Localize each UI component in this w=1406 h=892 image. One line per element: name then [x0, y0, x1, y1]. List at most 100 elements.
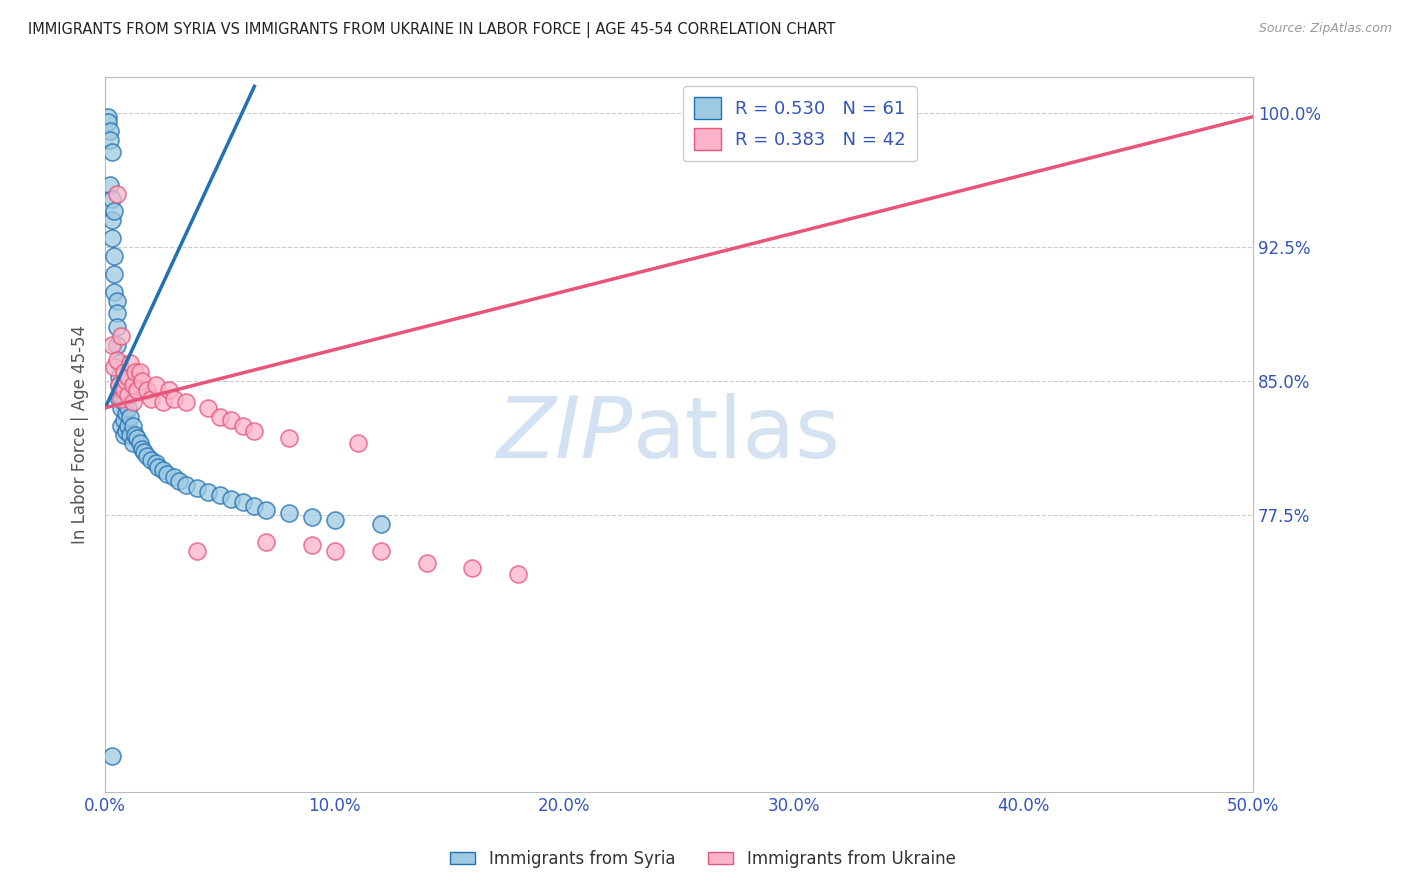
Point [110, 392, 132, 406]
Point [415, 556, 437, 570]
Point [117, 418, 139, 433]
Point [370, 543, 392, 558]
Point [120, 427, 142, 442]
Text: atlas: atlas [633, 393, 841, 476]
Point [121, 377, 143, 392]
Point [254, 534, 277, 549]
Point [197, 401, 219, 415]
Point [110, 401, 132, 415]
Point [115, 374, 138, 388]
Point [186, 543, 208, 558]
Point [98, 133, 121, 147]
Point [115, 406, 138, 420]
Point [243, 499, 266, 513]
Point [112, 383, 135, 397]
Point [208, 409, 231, 424]
Point [117, 370, 139, 384]
Point [145, 456, 167, 470]
Point [128, 436, 150, 450]
Point [108, 377, 131, 392]
Point [103, 267, 125, 281]
Point [301, 538, 323, 552]
Point [159, 383, 181, 397]
Point [152, 395, 174, 409]
Point [117, 388, 139, 402]
Point [105, 306, 128, 320]
Point [101, 231, 124, 245]
Point [101, 192, 124, 206]
Legend: R = 0.530   N = 61, R = 0.383   N = 42: R = 0.530 N = 61, R = 0.383 N = 42 [683, 87, 917, 161]
Point [174, 395, 197, 409]
Point [112, 365, 135, 379]
Point [103, 285, 125, 299]
Point [277, 506, 299, 520]
Point [101, 749, 124, 764]
Point [301, 509, 323, 524]
Point [852, 106, 875, 120]
Point [117, 401, 139, 415]
Point [277, 431, 299, 445]
Point [112, 427, 135, 442]
Point [139, 452, 162, 467]
Point [110, 329, 132, 343]
Point [131, 374, 153, 388]
Point [163, 470, 186, 484]
Point [243, 424, 266, 438]
Point [105, 320, 128, 334]
Point [115, 424, 138, 438]
Point [112, 413, 135, 427]
Point [135, 449, 157, 463]
Point [110, 418, 132, 433]
Point [232, 495, 254, 509]
Point [232, 418, 254, 433]
Point [120, 356, 142, 370]
Point [101, 338, 124, 352]
Point [108, 370, 131, 384]
Text: ZIP: ZIP [496, 393, 633, 476]
Point [105, 338, 128, 352]
Point [112, 395, 135, 409]
Point [186, 481, 208, 495]
Point [101, 145, 124, 160]
Point [174, 477, 197, 491]
Point [98, 124, 121, 138]
Point [131, 442, 153, 456]
Point [98, 178, 121, 192]
Y-axis label: In Labor Force | Age 45-54: In Labor Force | Age 45-54 [72, 325, 89, 544]
Point [121, 395, 143, 409]
Point [127, 431, 149, 445]
Point [163, 392, 186, 406]
Point [103, 359, 125, 374]
Point [105, 293, 128, 308]
Point [346, 436, 368, 450]
Text: IMMIGRANTS FROM SYRIA VS IMMIGRANTS FROM UKRAINE IN LABOR FORCE | AGE 45-54 CORR: IMMIGRANTS FROM SYRIA VS IMMIGRANTS FROM… [28, 22, 835, 38]
Point [105, 352, 128, 367]
Legend: Immigrants from Syria, Immigrants from Ukraine: Immigrants from Syria, Immigrants from U… [444, 844, 962, 875]
Point [323, 543, 346, 558]
Point [121, 418, 143, 433]
Point [103, 204, 125, 219]
Point [124, 365, 146, 379]
Point [134, 445, 156, 459]
Point [96, 110, 118, 124]
Point [221, 491, 243, 506]
Point [461, 561, 484, 575]
Point [508, 566, 530, 581]
Point [128, 365, 150, 379]
Point [146, 459, 169, 474]
Point [152, 463, 174, 477]
Point [139, 392, 162, 406]
Point [208, 488, 231, 502]
Point [108, 377, 131, 392]
Point [167, 474, 190, 488]
Point [96, 115, 118, 129]
Point [370, 516, 392, 531]
Point [156, 467, 179, 481]
Point [108, 392, 131, 406]
Point [323, 513, 346, 527]
Point [110, 383, 132, 397]
Point [254, 502, 277, 516]
Point [103, 249, 125, 263]
Point [135, 383, 157, 397]
Point [120, 409, 142, 424]
